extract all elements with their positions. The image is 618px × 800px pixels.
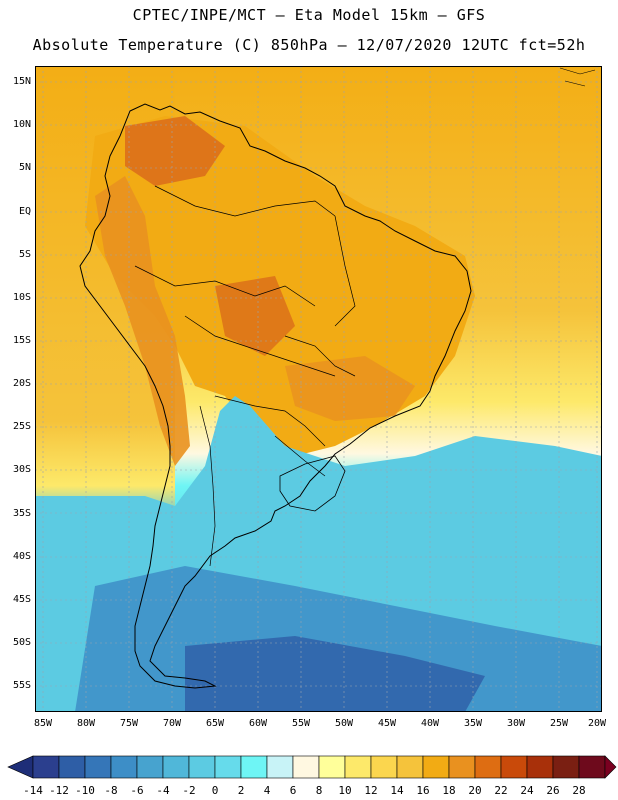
colorbar-label: -8 bbox=[104, 784, 118, 797]
colorbar bbox=[7, 755, 617, 779]
hot-spot-1 bbox=[125, 116, 225, 186]
caribbean-islands bbox=[559, 67, 596, 87]
colorbar-label: 16 bbox=[416, 784, 430, 797]
colorbar-left-arrow bbox=[7, 755, 34, 779]
lat-label: 45S bbox=[12, 594, 31, 605]
colorbar-swatch bbox=[32, 755, 60, 779]
colorbar-label: 28 bbox=[572, 784, 586, 797]
lat-label: 15S bbox=[12, 335, 31, 346]
lon-label: 65W bbox=[205, 718, 225, 729]
lon-label: 80W bbox=[76, 718, 96, 729]
lon-label: 85W bbox=[33, 718, 53, 729]
lat-label: EQ bbox=[18, 206, 31, 217]
colorbar-swatch bbox=[422, 755, 450, 779]
south-america-coastline bbox=[79, 103, 472, 689]
lat-label: 35S bbox=[12, 508, 31, 519]
lon-label: 45W bbox=[377, 718, 397, 729]
temperature-map bbox=[35, 66, 602, 712]
colorbar-swatch bbox=[240, 755, 268, 779]
map-subtitle: Absolute Temperature (C) 850hPa – 12/07/… bbox=[32, 36, 586, 54]
colorbar-label: 4 bbox=[263, 784, 271, 797]
country-borders bbox=[134, 185, 356, 567]
lat-label: 15N bbox=[12, 76, 31, 87]
colorbar-label: 26 bbox=[546, 784, 560, 797]
colorbar-label: -6 bbox=[130, 784, 144, 797]
colorbar-swatch bbox=[214, 755, 242, 779]
colorbar-label: 2 bbox=[237, 784, 245, 797]
colorbar-label: 14 bbox=[390, 784, 404, 797]
colorbar-label: -14 bbox=[23, 784, 43, 797]
colorbar-label: 18 bbox=[442, 784, 456, 797]
lat-label: 25S bbox=[12, 421, 31, 432]
lat-label: 30S bbox=[12, 464, 31, 475]
andes-hot-field bbox=[95, 176, 190, 466]
lat-label: 20S bbox=[12, 378, 31, 389]
hot-spot-2 bbox=[215, 276, 295, 356]
lon-label: 50W bbox=[334, 718, 354, 729]
lon-label: 35W bbox=[463, 718, 483, 729]
uruguay-outline bbox=[279, 455, 346, 512]
colorbar-swatch bbox=[344, 755, 372, 779]
colorbar-label: -2 bbox=[182, 784, 196, 797]
lat-label: 40S bbox=[12, 551, 31, 562]
lat-label: 50S bbox=[12, 637, 31, 648]
colorbar-swatch bbox=[292, 755, 320, 779]
colorbar-label: 20 bbox=[468, 784, 482, 797]
lon-label: 55W bbox=[291, 718, 311, 729]
colorbar-swatch bbox=[110, 755, 138, 779]
colorbar-swatch bbox=[84, 755, 112, 779]
colorbar-swatch bbox=[396, 755, 424, 779]
colorbar-label: 12 bbox=[364, 784, 378, 797]
lon-label: 60W bbox=[248, 718, 268, 729]
lat-label: 10S bbox=[12, 292, 31, 303]
lat-label: 5N bbox=[18, 162, 31, 173]
lon-label: 20W bbox=[587, 718, 607, 729]
lat-label: 10N bbox=[12, 119, 31, 130]
colorbar-swatch bbox=[266, 755, 294, 779]
hot-spot-3 bbox=[285, 356, 415, 421]
lon-label: 30W bbox=[506, 718, 526, 729]
colorbar-swatch bbox=[448, 755, 476, 779]
colorbar-swatch bbox=[474, 755, 502, 779]
lon-label: 25W bbox=[549, 718, 569, 729]
lat-label: 5S bbox=[18, 249, 31, 260]
colorbar-label: 0 bbox=[211, 784, 219, 797]
colorbar-label: 6 bbox=[289, 784, 297, 797]
lat-label: 55S bbox=[12, 680, 31, 691]
colorbar-swatch bbox=[526, 755, 554, 779]
colorbar-swatch bbox=[162, 755, 190, 779]
coldest-field bbox=[185, 636, 485, 712]
lon-label: 70W bbox=[162, 718, 182, 729]
colorbar-swatch bbox=[552, 755, 580, 779]
colorbar-label: -4 bbox=[156, 784, 170, 797]
colorbar-swatch bbox=[500, 755, 528, 779]
colorbar-label: 22 bbox=[494, 784, 508, 797]
map-border bbox=[35, 66, 602, 712]
colorbar-label: -12 bbox=[49, 784, 69, 797]
colorbar-label: 8 bbox=[315, 784, 323, 797]
colorbar-swatch bbox=[318, 755, 346, 779]
lon-label: 75W bbox=[119, 718, 139, 729]
colorbar-swatch bbox=[58, 755, 86, 779]
colorbar-swatch bbox=[188, 755, 216, 779]
colorbar-label: -10 bbox=[75, 784, 95, 797]
colorbar-label: 24 bbox=[520, 784, 534, 797]
map-title: CPTEC/INPE/MCT – Eta Model 15km – GFS bbox=[132, 6, 486, 24]
colorbar-label: 10 bbox=[338, 784, 352, 797]
colorbar-swatch bbox=[136, 755, 164, 779]
colorbar-swatch bbox=[578, 755, 606, 779]
lon-label: 40W bbox=[420, 718, 440, 729]
colorbar-right-arrow bbox=[604, 755, 617, 779]
colorbar-swatch bbox=[370, 755, 398, 779]
